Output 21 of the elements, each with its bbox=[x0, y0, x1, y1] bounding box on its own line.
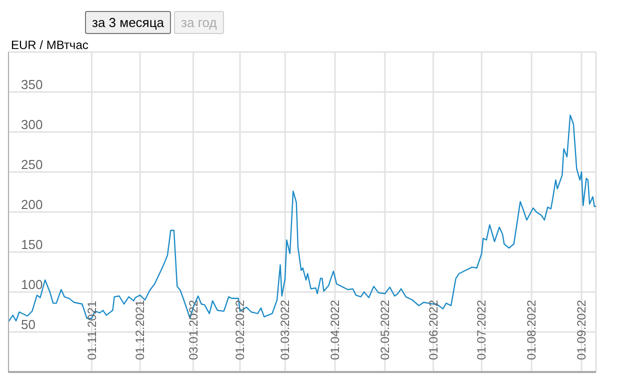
text: за год bbox=[174, 11, 224, 34]
y-tick-label: 250 bbox=[21, 157, 43, 172]
y-tick-label: 150 bbox=[21, 237, 43, 252]
x-tick-label: 01.06.2022 bbox=[426, 300, 440, 360]
y-tick-label: 50 bbox=[21, 317, 36, 332]
y-tick-label: 350 bbox=[21, 77, 43, 92]
x-tick-label: 01.07.2022 bbox=[474, 300, 489, 360]
y-axis-title: EUR / МВтчас bbox=[11, 38, 88, 52]
x-tick-label: 01.09.2022 bbox=[574, 300, 588, 360]
x-tick-label: 01.08.2022 bbox=[524, 300, 539, 360]
x-tick-label: 01.04.2022 bbox=[328, 300, 342, 360]
x-tick-label: 01.03.2022 bbox=[278, 300, 292, 360]
text: за 3 месяца bbox=[85, 11, 172, 34]
x-tick-label: 02.05.2022 bbox=[378, 300, 392, 360]
y-tick-label: 300 bbox=[21, 117, 43, 132]
y-tick-label: 200 bbox=[21, 197, 43, 212]
x-tick-label: 01.12.2021 bbox=[133, 300, 148, 360]
y-tick-label: 100 bbox=[21, 277, 43, 292]
x-tick-label: 01.02.2022 bbox=[232, 300, 247, 360]
x-tick-label: 03.01.2022 bbox=[186, 300, 200, 360]
x-tick-label: 01.11.2021 bbox=[84, 300, 99, 360]
